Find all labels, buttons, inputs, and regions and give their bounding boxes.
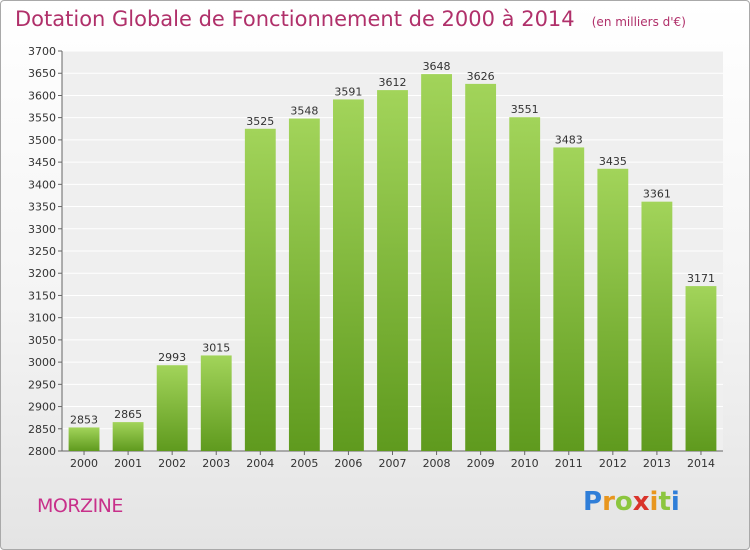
bar — [685, 286, 717, 451]
x-tick-label: 2009 — [467, 457, 495, 470]
commune-name: MORZINE — [37, 495, 123, 517]
bar-value-label: 3548 — [290, 105, 318, 118]
bar-value-label: 3361 — [643, 188, 671, 201]
x-tick-label: 2008 — [423, 457, 451, 470]
y-tick-label: 3100 — [28, 312, 56, 325]
x-tick-label: 2004 — [246, 457, 274, 470]
bar — [553, 147, 585, 451]
bar — [509, 117, 541, 451]
x-tick-label: 2001 — [114, 457, 142, 470]
y-tick-label: 2950 — [28, 378, 56, 391]
y-tick-label: 2800 — [28, 445, 56, 458]
x-tick-label: 2012 — [599, 457, 627, 470]
x-tick-label: 2010 — [511, 457, 539, 470]
y-tick-label: 3650 — [28, 67, 56, 80]
bar-value-label: 3435 — [599, 155, 627, 168]
y-tick-label: 3250 — [28, 245, 56, 258]
bar — [156, 365, 188, 451]
x-tick-label: 2007 — [379, 457, 407, 470]
bar-value-label: 3648 — [423, 60, 451, 73]
x-tick-label: 2013 — [643, 457, 671, 470]
y-tick-label: 2900 — [28, 401, 56, 414]
bar — [200, 355, 232, 451]
chart-subtitle: (en milliers d'€) — [591, 15, 686, 29]
x-tick-label: 2014 — [687, 457, 715, 470]
x-tick-label: 2002 — [158, 457, 186, 470]
bar-value-label: 2865 — [114, 408, 142, 421]
bar-value-label: 3612 — [379, 76, 407, 89]
y-tick-label: 3450 — [28, 156, 56, 169]
bar — [68, 427, 100, 451]
bar-value-label: 3591 — [334, 85, 362, 98]
y-tick-label: 3700 — [28, 45, 56, 58]
y-tick-label: 3600 — [28, 89, 56, 102]
bar-value-label: 3483 — [555, 133, 583, 146]
bar-value-label: 2853 — [70, 413, 98, 426]
bar-value-label: 3626 — [467, 70, 495, 83]
bar — [244, 128, 276, 451]
y-tick-label: 3350 — [28, 201, 56, 214]
y-tick-label: 3400 — [28, 178, 56, 191]
bar — [421, 74, 452, 451]
title-row: Dotation Globale de Fonctionnement de 20… — [15, 7, 686, 31]
y-tick-label: 3200 — [28, 267, 56, 280]
bar-value-label: 3015 — [202, 341, 230, 354]
chart-title: Dotation Globale de Fonctionnement de 20… — [15, 7, 575, 31]
x-tick-label: 2003 — [202, 457, 230, 470]
proxiti-logo[interactable]: Proxiti — [583, 487, 680, 517]
x-tick-label: 2005 — [290, 457, 318, 470]
y-tick-label: 3050 — [28, 334, 56, 347]
x-tick-label: 2000 — [70, 457, 98, 470]
y-tick-label: 2850 — [28, 423, 56, 436]
y-tick-label: 3300 — [28, 223, 56, 236]
y-tick-label: 3150 — [28, 289, 56, 302]
bar-value-label: 3551 — [511, 103, 539, 116]
y-tick-label: 3550 — [28, 112, 56, 125]
y-tick-label: 3500 — [28, 134, 56, 147]
bar — [641, 201, 673, 451]
bar — [465, 83, 497, 451]
bar-value-label: 3171 — [687, 272, 715, 285]
x-tick-label: 2011 — [555, 457, 583, 470]
x-tick-label: 2006 — [334, 457, 362, 470]
bar — [333, 99, 364, 451]
bar — [288, 118, 320, 452]
bar — [597, 168, 629, 451]
bar — [377, 90, 408, 451]
bar — [112, 422, 144, 451]
bar-value-label: 3525 — [246, 115, 274, 128]
y-tick-label: 3000 — [28, 356, 56, 369]
bar-value-label: 2993 — [158, 351, 186, 364]
